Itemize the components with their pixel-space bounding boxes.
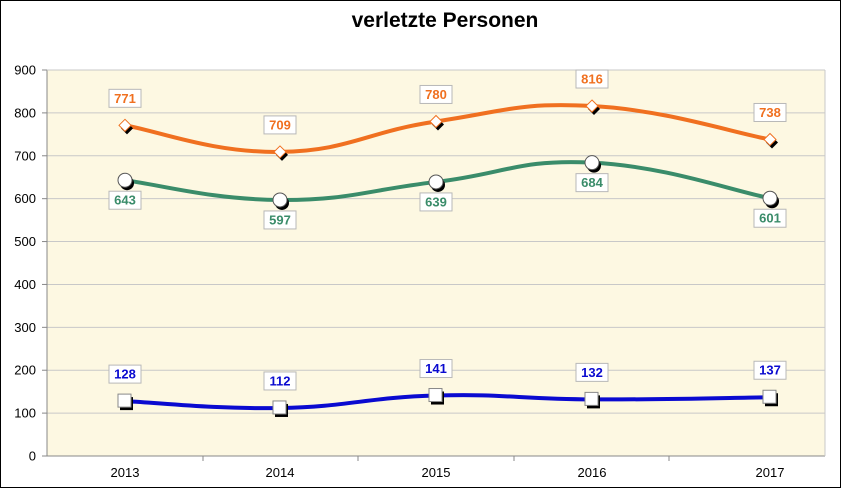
- y-tick-label: 200: [14, 363, 36, 378]
- y-tick-label: 100: [14, 406, 36, 421]
- circle-marker: [117, 172, 133, 188]
- circle-marker: [428, 174, 444, 190]
- data-label: 709: [269, 117, 291, 132]
- diamond-marker: [118, 118, 132, 133]
- y-tick-label: 800: [14, 105, 36, 120]
- y-tick-label: 900: [14, 63, 36, 78]
- data-label: 780: [425, 87, 447, 102]
- diamond-marker: [585, 99, 599, 113]
- y-tick-label: 300: [14, 320, 36, 335]
- square-marker: [584, 391, 599, 406]
- data-label: 137: [759, 363, 781, 378]
- data-label-box: [108, 88, 142, 108]
- data-label-box: [575, 69, 609, 89]
- data-label-box: [419, 84, 453, 104]
- data-label: 128: [114, 367, 136, 382]
- x-tick-label: 2013: [111, 465, 140, 480]
- data-label-box: [263, 210, 297, 230]
- data-label-box: [108, 364, 142, 384]
- data-label-box: [753, 360, 787, 380]
- diamond-marker: [429, 114, 443, 129]
- data-label: 643: [114, 193, 136, 208]
- square-marker: [272, 400, 287, 415]
- data-label: 639: [425, 194, 447, 209]
- square-marker: [762, 389, 777, 404]
- square-marker: [428, 388, 443, 403]
- circle-marker: [762, 190, 778, 206]
- data-label: 816: [581, 72, 603, 87]
- y-tick-label: 700: [14, 148, 36, 163]
- data-label-box: [575, 362, 609, 382]
- x-tick-label: 2015: [422, 465, 451, 480]
- data-labels: 771 709 780 816 738 643 597 639 684 601 128 112 141 1…: [108, 69, 787, 391]
- data-label-box: [753, 208, 787, 228]
- y-tick-label: 500: [14, 234, 36, 249]
- circle-marker: [584, 155, 600, 171]
- diamond-marker: [273, 145, 287, 159]
- data-label-box: [263, 371, 297, 391]
- x-tick-label: 2017: [756, 465, 785, 480]
- data-label: 141: [425, 361, 447, 376]
- circle-marker: [272, 192, 288, 208]
- data-label: 601: [759, 211, 781, 226]
- data-label-box: [108, 190, 142, 210]
- data-label-box: [419, 192, 453, 212]
- data-label: 112: [270, 373, 291, 388]
- data-label: 771: [114, 91, 136, 106]
- data-label: 132: [581, 365, 603, 380]
- data-label-box: [753, 102, 787, 122]
- y-tick-label: 600: [14, 191, 36, 206]
- series-markers: [117, 99, 779, 417]
- y-tick-label: 0: [29, 449, 36, 464]
- x-tick-label: 2016: [578, 465, 607, 480]
- data-label-box: [263, 115, 297, 135]
- y-tick-label: 400: [14, 277, 36, 292]
- diamond-marker: [763, 132, 777, 147]
- data-label: 738: [759, 105, 781, 120]
- axes: 0 100 200 300 400 500 600 700 800 900 2013 2014 2015…: [14, 63, 826, 480]
- chart-title: verletzte Personen: [352, 9, 539, 32]
- data-label-box: [419, 359, 453, 379]
- data-label: 684: [581, 175, 603, 190]
- x-tick-label: 2014: [266, 465, 295, 480]
- square-marker: [117, 393, 132, 408]
- data-label: 597: [269, 212, 291, 227]
- data-label-box: [575, 173, 609, 193]
